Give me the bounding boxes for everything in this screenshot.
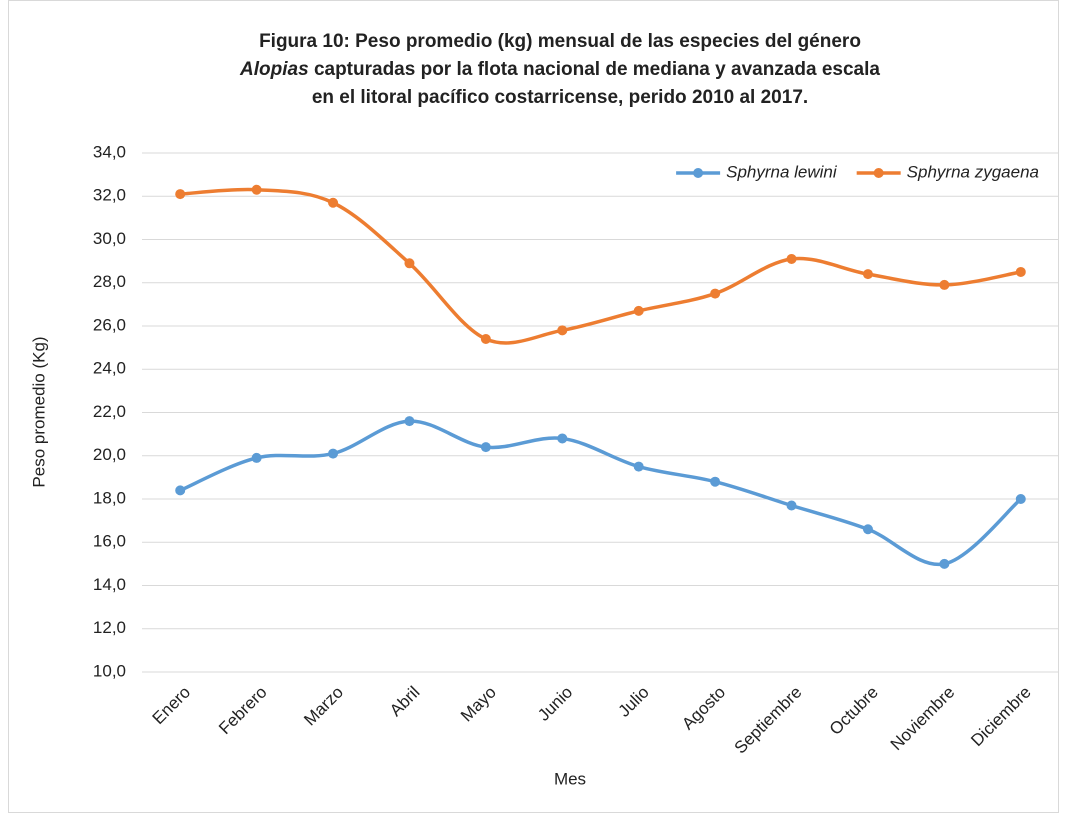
data-point [251,184,262,195]
data-point [328,448,339,459]
data-point [480,442,491,453]
x-tick-label: Noviembre [887,683,959,755]
legend-label: Sphyrna lewini [726,162,838,181]
data-point [710,476,721,487]
x-tick-label: Diciembre [967,683,1035,751]
x-tick-label: Enero [149,683,195,729]
data-point [175,189,186,200]
y-tick-label: 10,0 [93,661,126,680]
y-axis-label: Peso promedio (Kg) [29,336,48,487]
data-point [404,258,415,269]
y-tick-label: 30,0 [93,229,126,248]
data-point [557,325,568,336]
y-tick-label: 14,0 [93,575,126,594]
x-axis-label: Mes [554,769,586,788]
data-point [557,433,568,444]
y-tick-label: 32,0 [93,186,126,205]
x-tick-label: Julio [615,683,653,721]
y-tick-label: 12,0 [93,618,126,637]
data-point [786,500,797,511]
y-tick-label: 18,0 [93,488,126,507]
chart-title: Alopias capturadas por la flota nacional… [239,59,880,80]
data-point [633,305,644,316]
series-line [178,419,1023,567]
chart-title-rest: capturadas por la flota nacional de medi… [314,59,880,80]
y-tick-label: 34,0 [93,142,126,161]
data-point [710,288,721,299]
y-tick-label: 26,0 [93,315,126,334]
chart-title: Figura 10: Peso promedio (kg) mensual de… [259,31,861,52]
y-tick-label: 22,0 [93,402,126,421]
chart-title: en el litoral pacífico costarricense, pe… [312,87,808,108]
y-tick-label: 16,0 [93,532,126,551]
x-tick-label: Mayo [457,683,500,726]
data-point [862,524,873,535]
x-tick-label: Agosto [678,683,729,734]
data-point [862,269,873,280]
x-tick-label: Septiembre [731,683,806,758]
x-tick-label: Marzo [300,683,347,730]
y-tick-label: 28,0 [93,272,126,291]
data-point [939,279,950,290]
data-point [328,197,339,208]
data-point [404,416,415,427]
x-tick-label: Abril [386,683,423,720]
data-point [1015,266,1026,277]
data-point [1015,494,1026,504]
data-point [251,452,262,463]
data-point [175,485,186,496]
legend-marker [873,168,884,178]
data-point [480,333,491,344]
legend-label: Sphyrna zygaena [907,162,1039,181]
x-tick-label: Febrero [215,683,271,739]
chart-title-italic: Alopias [239,59,309,80]
data-point [633,461,644,472]
data-point [939,558,950,569]
y-tick-label: 24,0 [93,359,126,378]
legend-marker [693,168,704,178]
y-tick-label: 20,0 [93,445,126,464]
series-line [178,187,1023,345]
chart-frame [8,0,1059,813]
x-tick-label: Octubre [826,683,882,739]
data-point [786,253,797,264]
x-tick-label: Junio [534,683,576,725]
